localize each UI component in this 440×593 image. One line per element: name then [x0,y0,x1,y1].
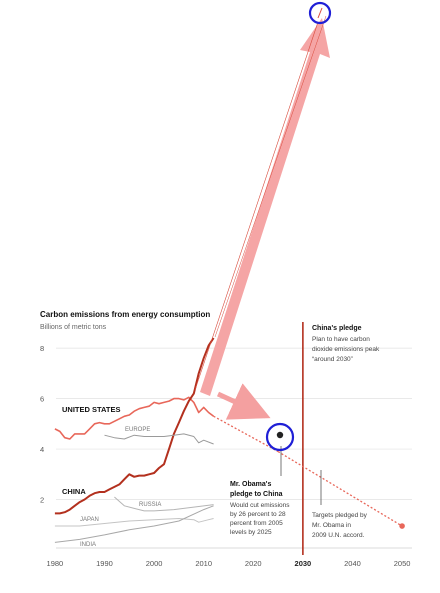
y-tick-label: 8 [40,344,44,353]
series-line-russia [114,496,214,512]
x-tick-label: 2050 [394,559,411,568]
obama-pledge-title-1: Mr. Obama's [230,481,271,488]
short-overlay-arrow [216,383,271,420]
projection-line-2 [277,451,403,527]
thin-overlay-line [194,21,319,391]
label-india: INDIA [80,542,96,548]
x-tick-label: 2020 [245,559,262,568]
thin-overlay-line-2 [214,15,327,338]
targets-text-2: Mr. Obama in [312,522,351,529]
label-japan: JAPAN [80,517,99,523]
series-line-china [54,337,215,515]
y-tick-label: 2 [40,496,44,505]
label-united-states: UNITED STATES [62,405,120,414]
obama-pledge-text-3: percent from 2005 [230,520,283,527]
projection-line-1 [213,415,279,453]
top-circle-tick [317,7,323,19]
y-tick-label: 4 [40,445,44,454]
obama-pledge-title-2: pledge to China [230,491,283,498]
series-line-europe [104,433,214,445]
x-tick-label: 1980 [47,559,64,568]
y-axis-ticks: 2 4 6 8 [40,344,44,504]
china-pledge-text-1: Plan to have carbon [312,336,370,343]
projection-lines [213,415,403,527]
label-china: CHINA [62,487,86,496]
targets-text-3: 2009 U.N. accord. [312,532,365,539]
china-pledge-text-3: “around 2030” [312,356,353,363]
chart-subtitle: Billions of metric tons [40,324,107,331]
x-tick-label: 2030 [295,559,312,568]
chart-title: Carbon emissions from energy consumption [40,310,210,319]
target-2050-point [399,523,405,529]
label-europe: EUROPE [125,427,150,433]
series-line-india [54,505,214,543]
series-line-united-states [54,396,215,440]
x-tick-label: 1990 [96,559,113,568]
x-tick-label: 2040 [344,559,361,568]
x-tick-label: 2010 [195,559,212,568]
series-line-japan [54,518,214,527]
x-axis-ticks: 1980 1990 2000 2010 2020 2030 2040 2050 [47,559,411,568]
y-tick-label: 6 [40,395,44,404]
x-tick-label: 2000 [146,559,163,568]
obama-pledge-text-2: by 26 percent to 28 [230,511,286,518]
targets-text-1: Targets pledged by [312,512,368,519]
series-lines [54,337,215,543]
target-circle-marker [265,422,295,452]
china-pledge-title: China's pledge [312,325,362,332]
top-circle-marker [308,1,332,25]
target-point [276,431,284,439]
obama-pledge-text-1: Would cut emissions [230,502,290,509]
obama-pledge-text-4: levels by 2025 [230,529,272,536]
large-overlay-arrow [200,18,330,396]
label-russia: RUSSIA [139,502,161,508]
china-pledge-text-2: dioxide emissions peak [312,346,380,353]
